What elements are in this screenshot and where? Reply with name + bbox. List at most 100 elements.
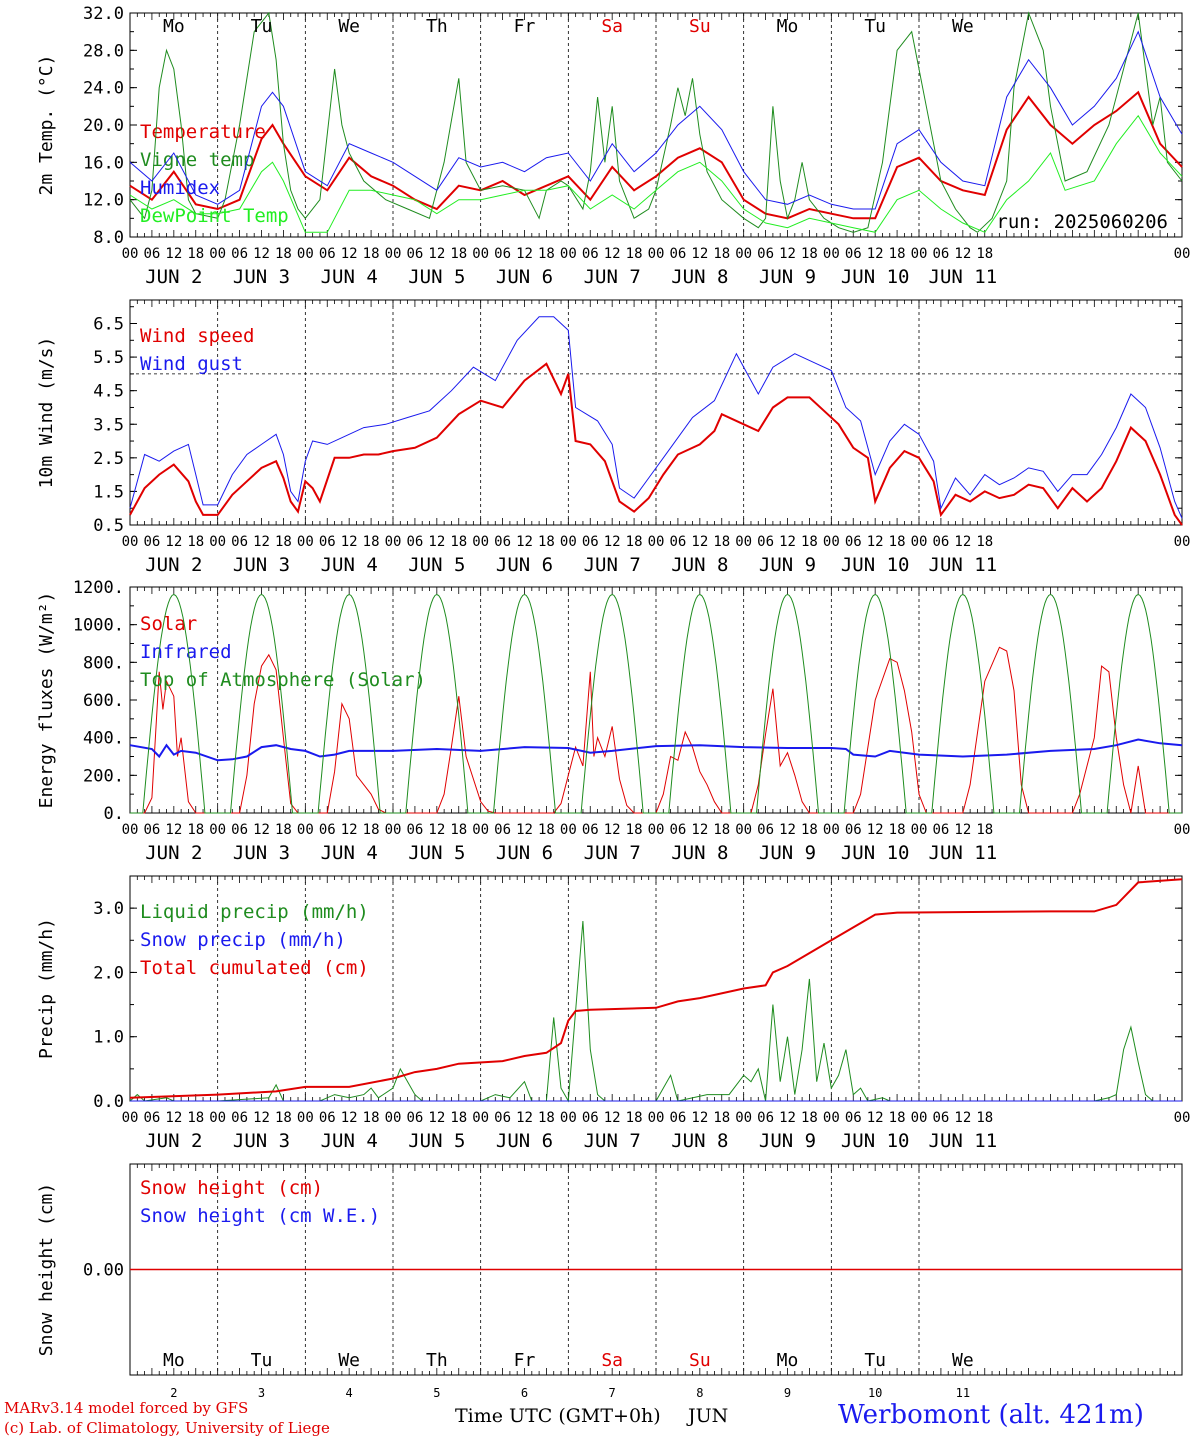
y-tick-label: 6.5 <box>93 315 124 335</box>
y-tick-label: 0. <box>104 804 124 824</box>
y-tick-label: 1000. <box>73 616 124 636</box>
x-date-label: JUN 9 <box>759 266 816 288</box>
x-hour-label: 12 <box>954 822 971 838</box>
x-hour-label: 12 <box>341 1110 358 1126</box>
x-hour-label: 18 <box>626 246 643 262</box>
x-hour-label: 00 <box>1174 1110 1191 1126</box>
x-hour-label: 12 <box>253 534 270 550</box>
legend-entry: Wind gust <box>140 353 243 375</box>
x-hour-label: 12 <box>165 246 182 262</box>
x-hour-label: 06 <box>494 246 511 262</box>
x-hour-label: 06 <box>932 1110 949 1126</box>
x-date-label: JUN 9 <box>759 842 816 864</box>
y-tick-label: 1.5 <box>93 482 124 502</box>
x-date-label: JUN 7 <box>584 842 641 864</box>
weekday-label: Tu <box>864 16 886 37</box>
x-hour-label: 00 <box>648 534 665 550</box>
x-hour-label: 18 <box>889 246 906 262</box>
x-hour-label: 00 <box>385 1110 402 1126</box>
y-tick-label: 20.0 <box>83 116 124 136</box>
x-hour-label: 06 <box>319 534 336 550</box>
x-hour-label: 06 <box>582 534 599 550</box>
x-hour-label: 12 <box>691 822 708 838</box>
x-hour-label: 18 <box>626 822 643 838</box>
y-tick-label: 0.5 <box>93 516 124 536</box>
x-hour-label: 00 <box>735 822 752 838</box>
x-date-label: JUN 3 <box>233 266 290 288</box>
weekday-label: Fr <box>514 1350 536 1371</box>
x-date-label: JUN 10 <box>841 842 910 864</box>
y-tick-label: 12.0 <box>83 191 124 211</box>
legend-entry: Humidex <box>140 177 220 199</box>
x-hour-label: 18 <box>538 822 555 838</box>
legend-entry: Liquid precip (mm/h) <box>140 901 369 923</box>
day-number-label: 4 <box>346 1386 353 1400</box>
x-hour-label: 12 <box>954 246 971 262</box>
legend-entry: Top of Atmosphere (Solar) <box>140 669 426 691</box>
y-axis-label: 2m Temp. (°C) <box>36 55 57 196</box>
x-hour-label: 12 <box>867 246 884 262</box>
y-tick-label: 0.0 <box>93 1092 124 1112</box>
y-tick-label: 32.0 <box>83 4 124 24</box>
x-date-label: JUN 8 <box>671 842 728 864</box>
x-hour-label: 18 <box>801 246 818 262</box>
day-number-label: 6 <box>521 1386 528 1400</box>
x-hour-label: 12 <box>779 822 796 838</box>
x-date-label: JUN 11 <box>929 266 998 288</box>
x-hour-label: 00 <box>560 534 577 550</box>
day-number-label: 7 <box>609 1386 616 1400</box>
y-tick-label: 1200. <box>73 578 124 598</box>
x-hour-label: 00 <box>297 534 314 550</box>
x-hour-label: 12 <box>428 822 445 838</box>
x-hour-label: 18 <box>450 822 467 838</box>
x-hour-label: 12 <box>516 822 533 838</box>
series-line-humidex <box>129 30 1183 210</box>
x-date-label: JUN 3 <box>233 554 290 576</box>
legend-entry: Vigne temp <box>140 149 254 171</box>
x-hour-label: 12 <box>954 1110 971 1126</box>
x-hour-label: 06 <box>494 822 511 838</box>
weekday-label: Tu <box>864 1350 886 1371</box>
x-hour-label: 00 <box>209 1110 226 1126</box>
x-hour-label: 06 <box>582 1110 599 1126</box>
x-hour-label: 18 <box>889 534 906 550</box>
day-number-label: 11 <box>956 1386 970 1400</box>
x-hour-label: 06 <box>406 822 423 838</box>
x-date-label: JUN 9 <box>759 554 816 576</box>
x-hour-label: 18 <box>889 1110 906 1126</box>
series-line-infrared <box>129 738 1183 762</box>
x-hour-label: 18 <box>538 1110 555 1126</box>
x-hour-label: 06 <box>669 534 686 550</box>
x-hour-label: 12 <box>428 246 445 262</box>
x-hour-label: 06 <box>406 1110 423 1126</box>
x-hour-label: 12 <box>341 246 358 262</box>
x-hour-label: 06 <box>669 246 686 262</box>
weekday-label: Mo <box>777 16 799 37</box>
x-date-label: JUN 3 <box>233 842 290 864</box>
x-hour-label: 06 <box>932 534 949 550</box>
x-hour-label: 00 <box>122 1110 139 1126</box>
x-date-label: JUN 7 <box>584 266 641 288</box>
panel-wind: 0.5 1.5 2.5 3.5 4.5 5.5 6.5 10m Wind (m/s) Wind … <box>36 299 1190 576</box>
x-hour-label: 00 <box>1174 246 1191 262</box>
day-number-label: 3 <box>258 1386 265 1400</box>
x-hour-label: 00 <box>735 1110 752 1126</box>
x-hour-label: 00 <box>1174 822 1191 838</box>
x-hour-label: 00 <box>648 1110 665 1126</box>
x-date-label: JUN 5 <box>408 554 465 576</box>
x-hour-label: 06 <box>143 246 160 262</box>
x-hour-label: 06 <box>231 534 248 550</box>
x-hour-label: 00 <box>911 822 928 838</box>
series-line-total-cumulated-cm <box>129 878 1183 1099</box>
x-hour-label: 00 <box>648 246 665 262</box>
x-hour-label: 00 <box>560 822 577 838</box>
x-hour-label: 18 <box>801 1110 818 1126</box>
x-hour-label: 18 <box>450 246 467 262</box>
x-hour-label: 00 <box>823 246 840 262</box>
x-hour-label: 00 <box>911 246 928 262</box>
x-date-label: JUN 11 <box>929 1130 998 1152</box>
x-hour-label: 06 <box>231 1110 248 1126</box>
x-hour-label: 12 <box>604 822 621 838</box>
x-hour-label: 12 <box>516 534 533 550</box>
x-date-label: JUN 6 <box>496 1130 553 1152</box>
